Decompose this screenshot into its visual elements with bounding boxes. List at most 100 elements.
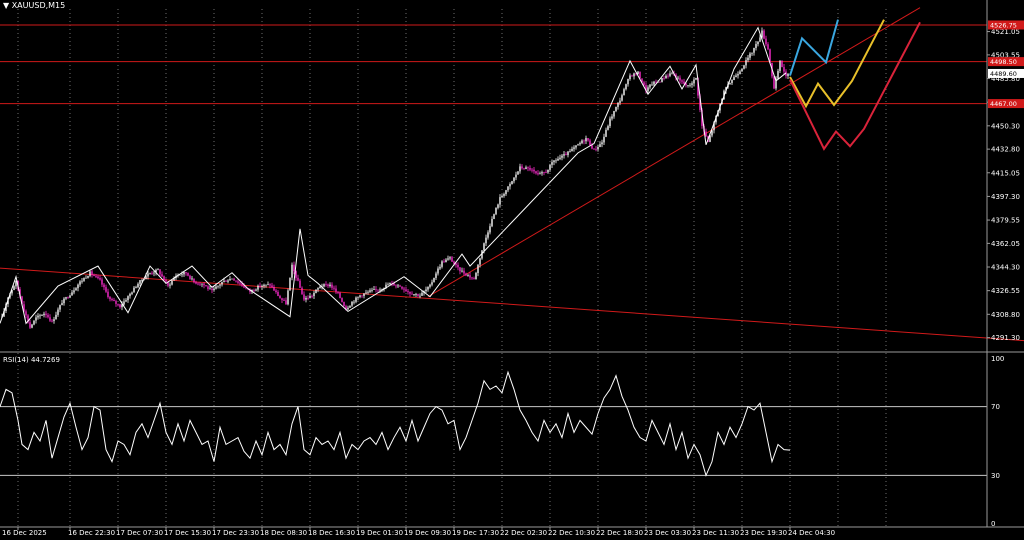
candle (89, 269, 91, 278)
candle-body (599, 144, 601, 148)
candle (599, 141, 601, 148)
candle (287, 288, 289, 306)
candle (785, 69, 787, 79)
candle (23, 301, 25, 313)
candle (5, 302, 7, 314)
candle (81, 278, 83, 284)
candle (611, 114, 613, 121)
candle-body (141, 279, 143, 281)
candle (615, 106, 617, 113)
candle (397, 284, 399, 288)
candle-body (571, 148, 573, 151)
candle (71, 290, 73, 296)
candle-body (605, 129, 607, 137)
candle-body (753, 47, 755, 53)
candle-body (347, 307, 349, 310)
candle (57, 307, 59, 317)
candle-body (403, 288, 405, 290)
candle-body (471, 277, 473, 279)
candle-body (441, 261, 443, 267)
time-tick-label: 23 Dec 11:30 (692, 529, 739, 537)
candle-body (109, 297, 111, 300)
price-level-tag-2: 4467.00 (988, 99, 1024, 109)
menu-triangle-icon[interactable]: ▼ (3, 1, 10, 10)
candle (279, 294, 281, 299)
rsi-tick-label: 70 (991, 403, 1000, 411)
candle (419, 293, 421, 299)
candle-body (159, 269, 161, 275)
candle (261, 284, 263, 290)
candle-body (513, 177, 515, 182)
candle-body (409, 291, 411, 294)
candle (565, 151, 567, 156)
candle (99, 275, 101, 281)
candle (311, 294, 313, 299)
candle-body (563, 154, 565, 156)
candle (575, 145, 577, 150)
candle-body (545, 172, 547, 174)
candle-body (663, 78, 665, 79)
candle-body (509, 184, 511, 187)
candle-body (743, 65, 745, 69)
candle-body (379, 289, 381, 291)
candle (363, 293, 365, 299)
candle-body (585, 138, 587, 142)
candle (115, 299, 117, 307)
rsi-tick-label: 100 (991, 355, 1004, 363)
candle (705, 128, 707, 137)
candle-body (117, 303, 119, 305)
candle-body (645, 85, 647, 92)
candle-body (385, 284, 387, 288)
candle (527, 166, 529, 172)
candle (761, 27, 763, 40)
candle-body (783, 67, 785, 72)
candle-body (653, 81, 655, 85)
candle-body (635, 73, 637, 75)
candle-body (479, 258, 481, 265)
candle (197, 282, 199, 286)
candle (513, 177, 515, 184)
candle (355, 296, 357, 304)
candle-body (613, 111, 615, 117)
time-tick-label: 16 Dec 2025 (2, 529, 47, 537)
candle-body (75, 288, 77, 291)
candle (609, 116, 611, 128)
time-tick-label: 22 Dec 10:30 (548, 529, 595, 537)
candle-body (351, 301, 353, 306)
candle-body (325, 284, 327, 286)
candle-body (167, 281, 169, 286)
candle-body (305, 297, 307, 300)
zigzag-line (0, 26, 787, 325)
candle (325, 281, 327, 287)
candle-body (63, 298, 65, 304)
candle-body (493, 214, 495, 219)
panel-frames (0, 0, 1024, 528)
candle-body (73, 290, 75, 293)
candle (411, 291, 413, 295)
candle (297, 274, 299, 282)
candle (301, 286, 303, 295)
time-tick-label: 23 Dec 03:30 (644, 529, 691, 537)
candle-body (725, 87, 727, 91)
candle (639, 71, 641, 79)
candle-body (91, 271, 93, 275)
candle-body (193, 278, 195, 283)
candle-body (519, 166, 521, 172)
candle (189, 274, 191, 280)
candle-body (195, 282, 197, 284)
candle (747, 54, 749, 63)
candle (49, 314, 51, 323)
candle-body (87, 276, 89, 278)
candle-body (339, 292, 341, 299)
candle (475, 271, 477, 280)
candle-body (677, 77, 679, 79)
candle (199, 281, 201, 286)
rsi-tick-label: 0 (991, 520, 995, 528)
candle (157, 268, 159, 271)
candle (131, 291, 133, 296)
candle-body (773, 76, 775, 89)
candle-body (533, 169, 535, 172)
candle-body (667, 75, 669, 77)
candle-body (683, 81, 685, 84)
candle (67, 296, 69, 299)
